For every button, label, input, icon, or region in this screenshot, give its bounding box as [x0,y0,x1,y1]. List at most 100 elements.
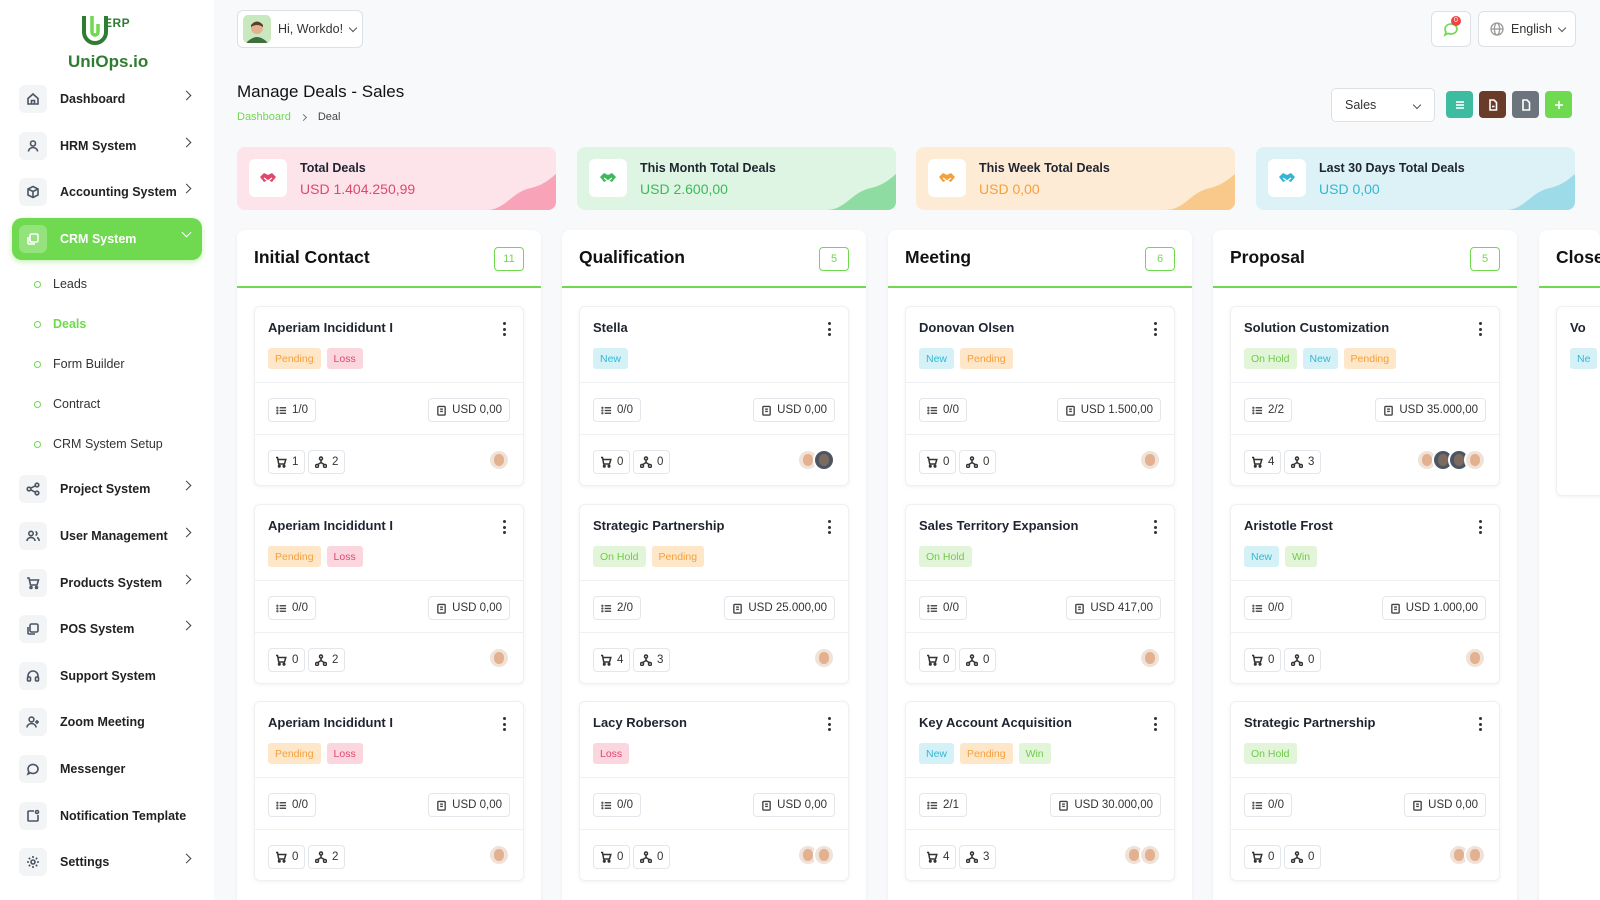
deal-title[interactable]: Solution Customization [1244,320,1390,335]
deal-card[interactable]: Strategic Partnership On Hold 0/0 USD 0,00 0… [1230,701,1500,881]
deal-title[interactable]: Aperiam Incididunt I [268,715,393,730]
breadcrumb-dashboard-link[interactable]: Dashboard [237,111,291,123]
deal-card[interactable]: Aristotle Frost New Win 0/0 USD 1.000,00 0 0 [1230,504,1500,684]
deal-title[interactable]: Stella [593,320,628,335]
deal-title[interactable]: Aristotle Frost [1244,518,1333,533]
assignee-avatar[interactable] [1464,449,1486,471]
sidebar-item-hrm-system[interactable]: HRM System [12,125,202,167]
divider [580,382,848,383]
deal-sources-count: 2 [332,654,339,666]
deal-products-count: 4 [617,654,624,666]
more-vertical-icon[interactable] [1154,520,1158,534]
brand-logo[interactable]: ERP UniOps.io [66,12,166,74]
deal-title[interactable]: Aperiam Incididunt I [268,320,393,335]
notifications-button[interactable]: 0 [1431,11,1471,47]
deal-title[interactable]: Lacy Roberson [593,715,687,730]
deal-title[interactable]: Sales Territory Expansion [919,518,1079,533]
deal-card[interactable]: Aperiam Incididunt I Pending Loss 1/0 USD 0,… [254,306,524,486]
pipeline-select-value: Sales [1345,98,1377,112]
deal-label-badge: Win [1285,546,1318,567]
assignee-avatar[interactable] [813,647,835,669]
sidebar-item-products-system[interactable]: Products System [12,562,202,604]
sidebar-item-settings[interactable]: Settings [12,841,202,883]
submenu-item-form-builder[interactable]: Form Builder [12,344,202,384]
message-icon [26,763,39,776]
deal-tasks-value: 0/0 [617,799,633,811]
deal-tasks-value: 0/0 [617,404,633,416]
assignee-avatar[interactable] [488,647,510,669]
assignee-avatar[interactable] [1464,647,1486,669]
more-vertical-icon[interactable] [503,322,507,336]
assignee-avatar[interactable] [1139,647,1161,669]
file-import-icon [1488,98,1497,111]
list-view-button[interactable] [1446,91,1473,118]
pipeline-select[interactable]: Sales [1331,88,1435,122]
export-button[interactable] [1512,91,1539,118]
submenu-item-contract[interactable]: Contract [12,384,202,424]
more-vertical-icon[interactable] [1154,322,1158,336]
deal-card[interactable]: Donovan Olsen New Pending 0/0 USD 1.500,00 0 0 [905,306,1175,486]
more-vertical-icon[interactable] [828,520,832,534]
deal-title[interactable]: Strategic Partnership [1244,715,1376,730]
more-vertical-icon[interactable] [1154,717,1158,731]
sidebar-item-crm-system[interactable]: CRM System [12,217,202,260]
more-vertical-icon[interactable] [1479,520,1483,534]
chat-bubble-icon [1443,23,1458,37]
assignee-avatar[interactable] [1464,844,1486,866]
deal-card[interactable]: Vo Ne [1556,306,1600,496]
deal-title[interactable]: Key Account Acquisition [919,715,1072,730]
deal-tasks-value: 1/0 [292,404,308,416]
add-deal-button[interactable] [1545,91,1572,118]
import-button[interactable] [1479,91,1506,118]
sidebar-item-user-management[interactable]: User Management [12,515,202,557]
deal-card[interactable]: Sales Territory Expansion On Hold 0/0 USD 4… [905,504,1175,684]
submenu-item-leads[interactable]: Leads [12,264,202,304]
avatar-face [1145,652,1155,664]
submenu-item-crm-system-setup[interactable]: CRM System Setup [12,424,202,464]
deal-card[interactable]: Key Account Acquisition New Pending Win 2/1 U… [905,701,1175,881]
more-vertical-icon[interactable] [828,717,832,731]
deal-title[interactable]: Aperiam Incididunt I [268,518,393,533]
sidebar-item-messenger[interactable]: Messenger [12,748,202,790]
deal-card[interactable]: Solution Customization On Hold New Pending 2… [1230,306,1500,486]
assignee-avatar[interactable] [1139,844,1161,866]
more-vertical-icon[interactable] [503,717,507,731]
sidebar-item-dashboard[interactable]: Dashboard [12,78,202,120]
stat-card-this-week-total-deals: This Week Total Deals USD 0,00 [916,147,1235,210]
deal-card[interactable]: Stella New 0/0 USD 0,00 0 0 [579,306,849,486]
sidebar-item-label: Notification Template [60,808,187,823]
assignee-avatar[interactable] [488,449,510,471]
deal-title[interactable]: Strategic Partnership [593,518,725,533]
deal-card[interactable]: Lacy Roberson Loss 0/0 USD 0,00 0 0 [579,701,849,881]
deal-card[interactable]: Aperiam Incididunt I Pending Loss 0/0 USD 0,… [254,504,524,684]
deal-title[interactable]: Vo [1570,320,1586,335]
submenu-item-deals[interactable]: Deals [12,304,202,344]
more-vertical-icon[interactable] [828,322,832,336]
assignee-avatar[interactable] [1139,449,1161,471]
assignee-avatar[interactable] [813,844,835,866]
deal-label-badge: Win [1018,743,1051,764]
sidebar-item-support-system[interactable]: Support System [12,655,202,697]
more-vertical-icon[interactable] [1479,717,1483,731]
sidebar-item-notification-template[interactable]: Notification Template [12,795,202,837]
language-select[interactable]: English [1478,11,1576,47]
assignee-avatar[interactable] [813,449,835,471]
deal-label-badge: On Hold [593,546,646,567]
more-vertical-icon[interactable] [503,520,507,534]
sidebar-item-project-system[interactable]: Project System [12,468,202,510]
deal-label-badge: New [1244,546,1280,567]
sidebar-item-accounting-system[interactable]: Accounting System [12,171,202,213]
deal-title[interactable]: Donovan Olsen [919,320,1015,335]
share-icon [26,482,40,496]
sidebar-item-pos-system[interactable]: POS System [12,608,202,650]
sidebar-item-zoom-meeting[interactable]: Zoom Meeting [12,701,202,743]
assignee-avatar[interactable] [488,844,510,866]
user-menu-button[interactable]: Hi, Workdo! [237,10,363,48]
deal-card[interactable]: Strategic Partnership On Hold Pending 2/0 US… [579,504,849,684]
deal-card[interactable]: Aperiam Incididunt I Pending Loss 0/0 USD 0,… [254,701,524,881]
deal-labels: On Hold Pending [593,546,705,567]
deal-labels: New Pending [919,348,1013,369]
bullet-icon [34,400,41,408]
more-vertical-icon[interactable] [1479,322,1483,336]
deal-products: 0 [268,845,306,869]
